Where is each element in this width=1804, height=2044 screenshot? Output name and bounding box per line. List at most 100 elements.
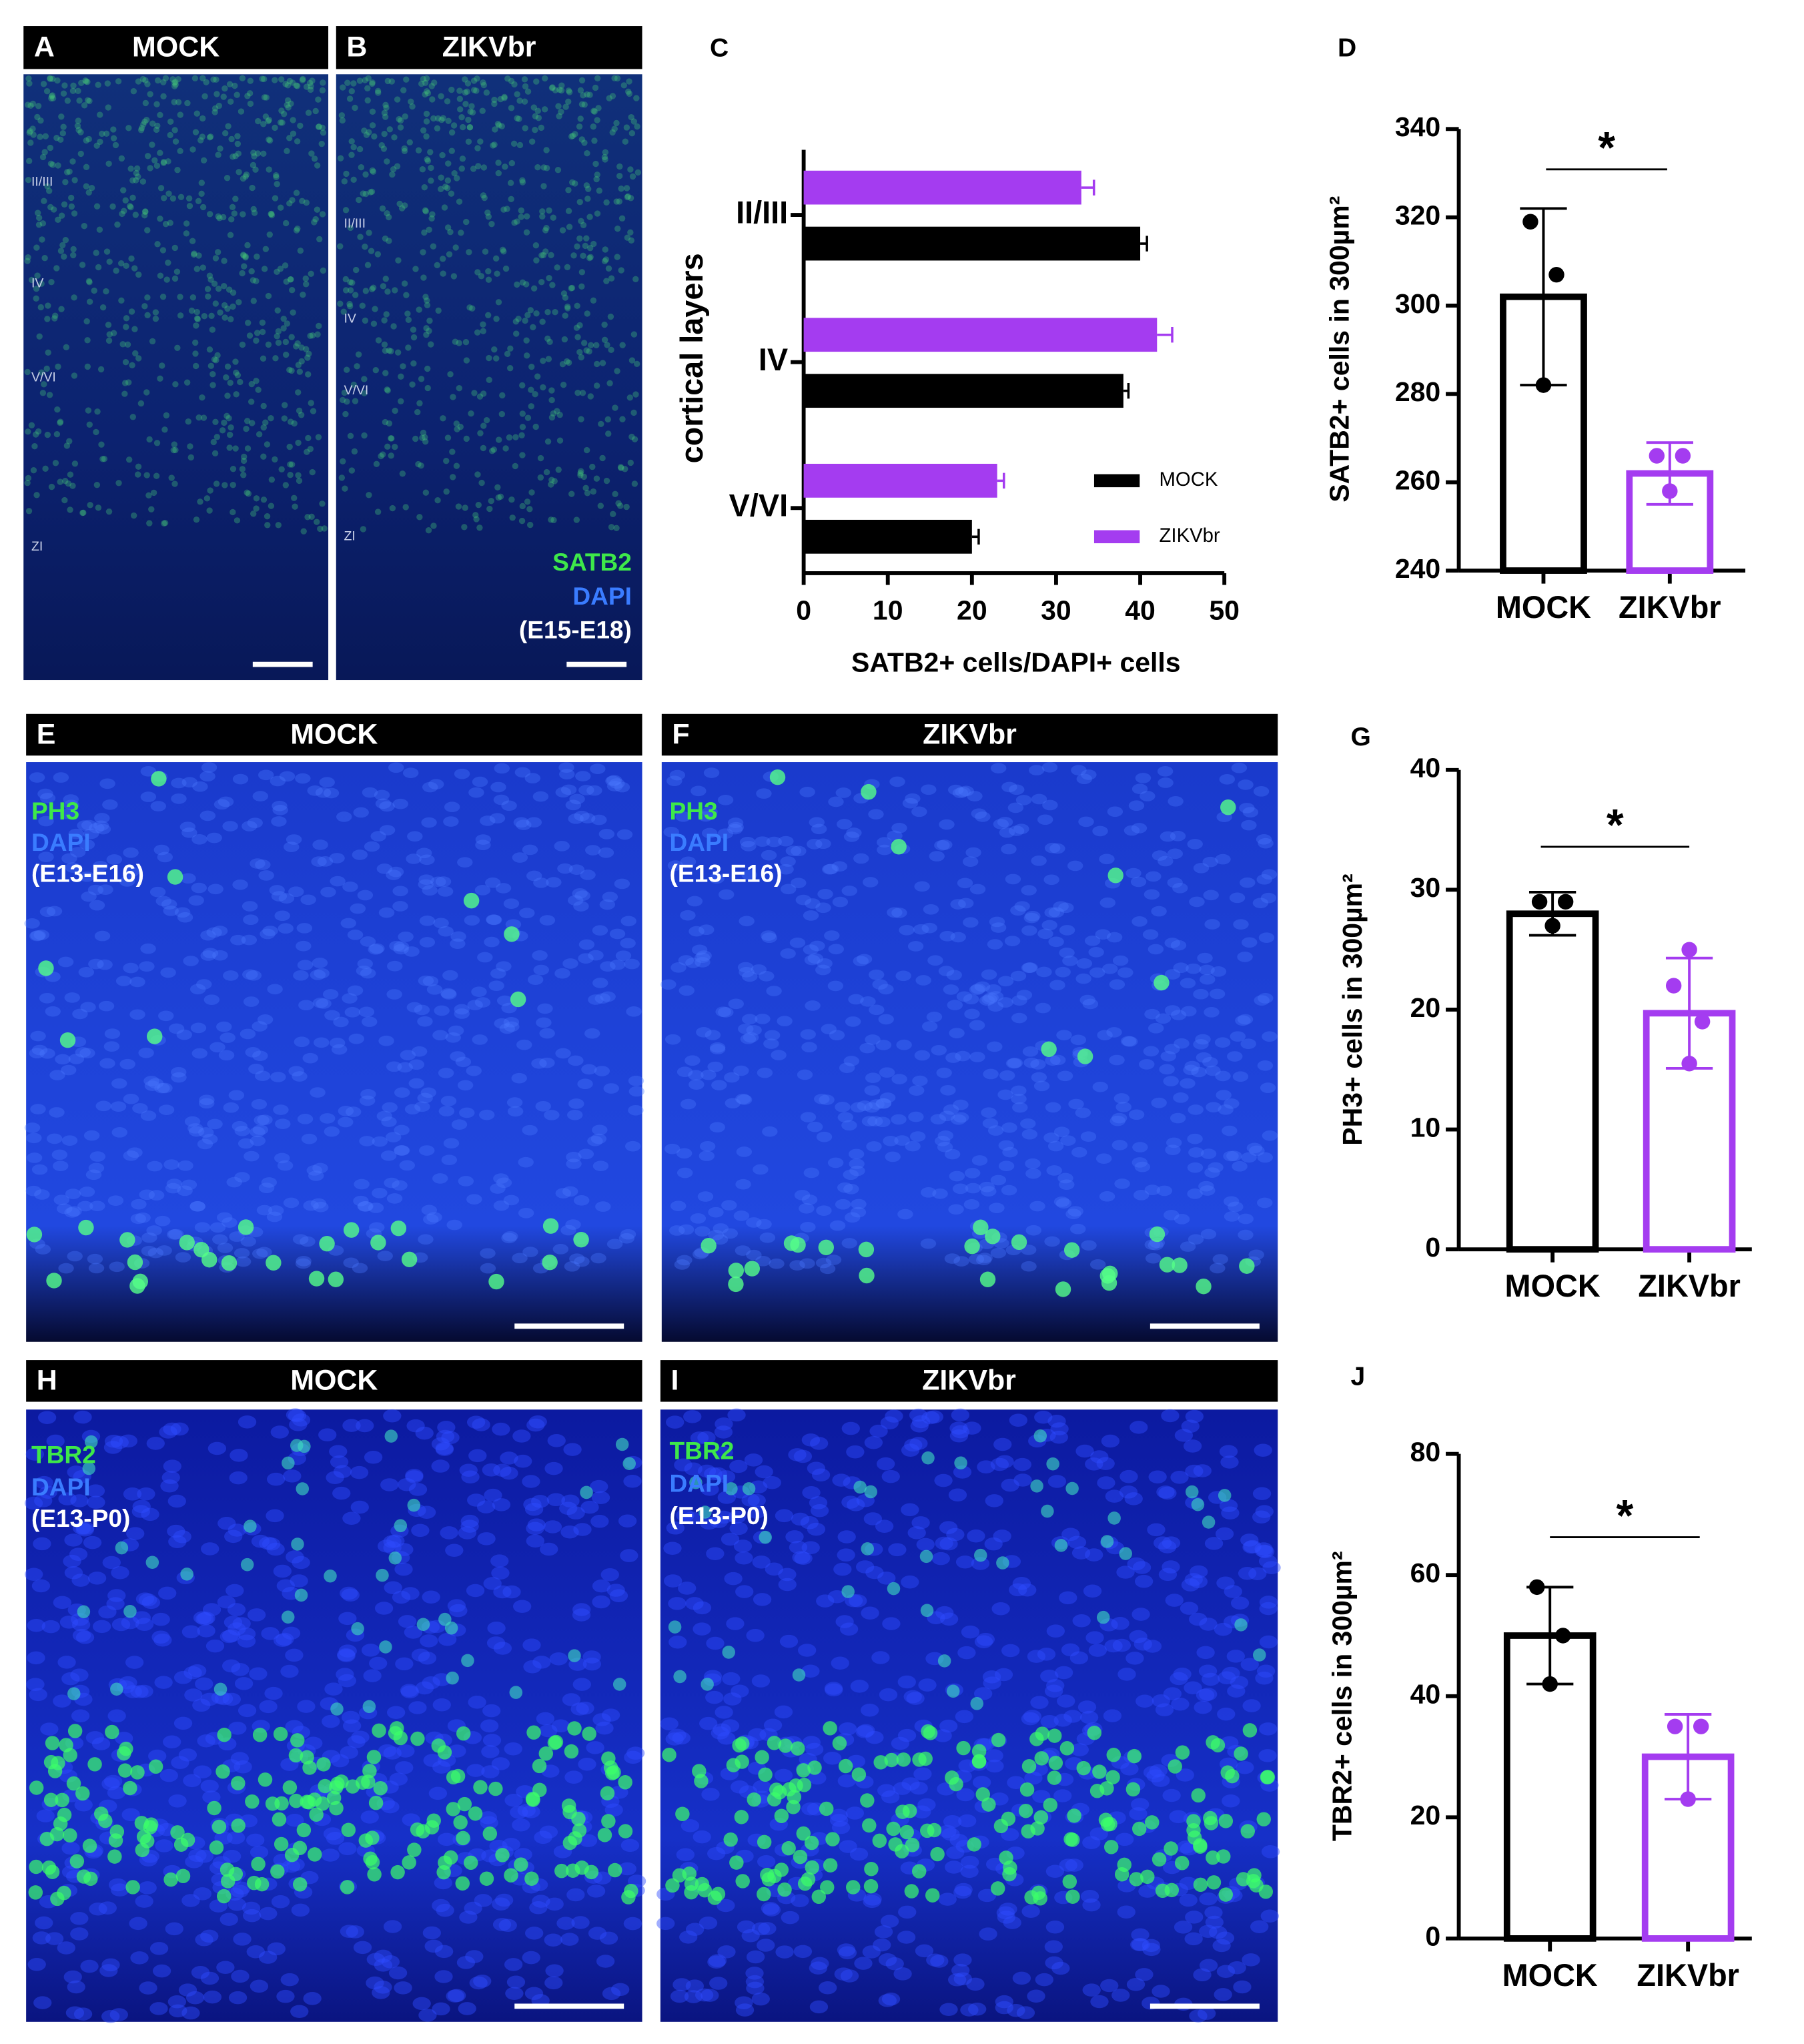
nucleus bbox=[374, 1602, 394, 1615]
cell bbox=[309, 77, 316, 84]
nucleus bbox=[468, 1449, 487, 1463]
cell bbox=[447, 229, 454, 236]
cell bbox=[85, 278, 93, 285]
error-bar bbox=[971, 529, 980, 545]
nucleus bbox=[76, 1521, 95, 1535]
cell bbox=[911, 1864, 927, 1879]
cell bbox=[62, 237, 69, 244]
cell bbox=[446, 1770, 461, 1785]
cell bbox=[291, 420, 298, 427]
cell bbox=[1030, 1821, 1045, 1836]
nucleus bbox=[862, 877, 879, 888]
cell bbox=[442, 184, 449, 190]
nucleus bbox=[108, 1878, 127, 1892]
cell bbox=[264, 522, 271, 529]
nucleus bbox=[65, 2006, 85, 2020]
nucleus bbox=[809, 817, 825, 828]
nucleus bbox=[125, 1656, 144, 1669]
nucleus bbox=[304, 1736, 323, 1750]
cell bbox=[624, 194, 631, 201]
cell bbox=[456, 1830, 470, 1846]
nucleus bbox=[101, 1958, 120, 1972]
cell bbox=[168, 474, 175, 481]
nucleus bbox=[362, 787, 378, 798]
nucleus bbox=[283, 1469, 302, 1483]
nucleus bbox=[221, 1217, 238, 1228]
cell bbox=[24, 479, 31, 486]
cell bbox=[618, 215, 626, 222]
nucleus bbox=[454, 1008, 470, 1019]
cell bbox=[159, 247, 167, 254]
nucleus bbox=[130, 1685, 149, 1698]
cell bbox=[250, 161, 257, 169]
nucleus bbox=[596, 1955, 615, 1968]
cell bbox=[109, 203, 116, 210]
cell bbox=[423, 332, 430, 338]
significance-mark: * bbox=[1598, 123, 1615, 173]
cell bbox=[337, 243, 344, 250]
cell bbox=[455, 1876, 470, 1891]
nucleus bbox=[875, 1040, 892, 1050]
nucleus bbox=[285, 1648, 304, 1662]
nucleus bbox=[1240, 1038, 1256, 1049]
nucleus bbox=[592, 978, 608, 988]
nucleus bbox=[251, 1098, 268, 1110]
cell bbox=[25, 508, 33, 515]
nucleus bbox=[1145, 1253, 1162, 1264]
nucleus bbox=[733, 1540, 753, 1553]
cell bbox=[67, 471, 74, 478]
cell bbox=[293, 190, 300, 196]
nucleus bbox=[342, 1719, 362, 1732]
nucleus bbox=[450, 938, 466, 949]
nucleus bbox=[441, 1431, 460, 1445]
cell bbox=[859, 1267, 875, 1284]
nucleus bbox=[507, 1106, 524, 1117]
cell bbox=[398, 398, 404, 404]
nucleus bbox=[153, 1633, 172, 1647]
cell bbox=[105, 160, 112, 167]
nucleus bbox=[660, 979, 676, 990]
cell bbox=[823, 1721, 837, 1736]
nucleus bbox=[580, 870, 596, 880]
nucleus bbox=[1012, 1102, 1028, 1113]
cell bbox=[485, 268, 492, 275]
nucleus bbox=[829, 1030, 845, 1040]
cell bbox=[470, 77, 478, 84]
nucleus bbox=[183, 1666, 202, 1680]
nucleus bbox=[865, 1730, 884, 1744]
cell bbox=[86, 421, 93, 428]
cell bbox=[250, 277, 257, 284]
nucleus bbox=[252, 1124, 269, 1135]
nucleus bbox=[1089, 1259, 1106, 1270]
nucleus bbox=[392, 1590, 411, 1604]
cell bbox=[1247, 1868, 1262, 1883]
nucleus bbox=[352, 849, 368, 860]
nucleus bbox=[458, 2002, 476, 2015]
nucleus bbox=[555, 1188, 572, 1199]
cell bbox=[1196, 1279, 1212, 1295]
cell bbox=[55, 363, 61, 370]
micrograph bbox=[23, 74, 329, 681]
cell bbox=[242, 254, 249, 261]
nucleus bbox=[990, 1457, 1009, 1471]
cell bbox=[366, 492, 372, 498]
nucleus bbox=[1050, 1422, 1069, 1435]
nucleus bbox=[863, 1893, 882, 1906]
nucleus bbox=[1044, 842, 1061, 854]
cell bbox=[603, 278, 610, 284]
cell bbox=[268, 476, 276, 483]
cell bbox=[79, 262, 86, 268]
nucleus bbox=[1063, 1710, 1082, 1723]
nucleus bbox=[846, 827, 862, 838]
nucleus bbox=[259, 1907, 278, 1921]
cell bbox=[580, 1485, 593, 1499]
nucleus bbox=[1240, 877, 1256, 888]
cell bbox=[361, 390, 368, 396]
nucleus bbox=[851, 1199, 867, 1210]
nucleus bbox=[36, 1809, 55, 1822]
nucleus bbox=[412, 1997, 431, 2011]
cell bbox=[221, 482, 228, 488]
nucleus bbox=[1033, 1080, 1050, 1092]
cell bbox=[214, 249, 221, 256]
nucleus bbox=[338, 1116, 354, 1128]
